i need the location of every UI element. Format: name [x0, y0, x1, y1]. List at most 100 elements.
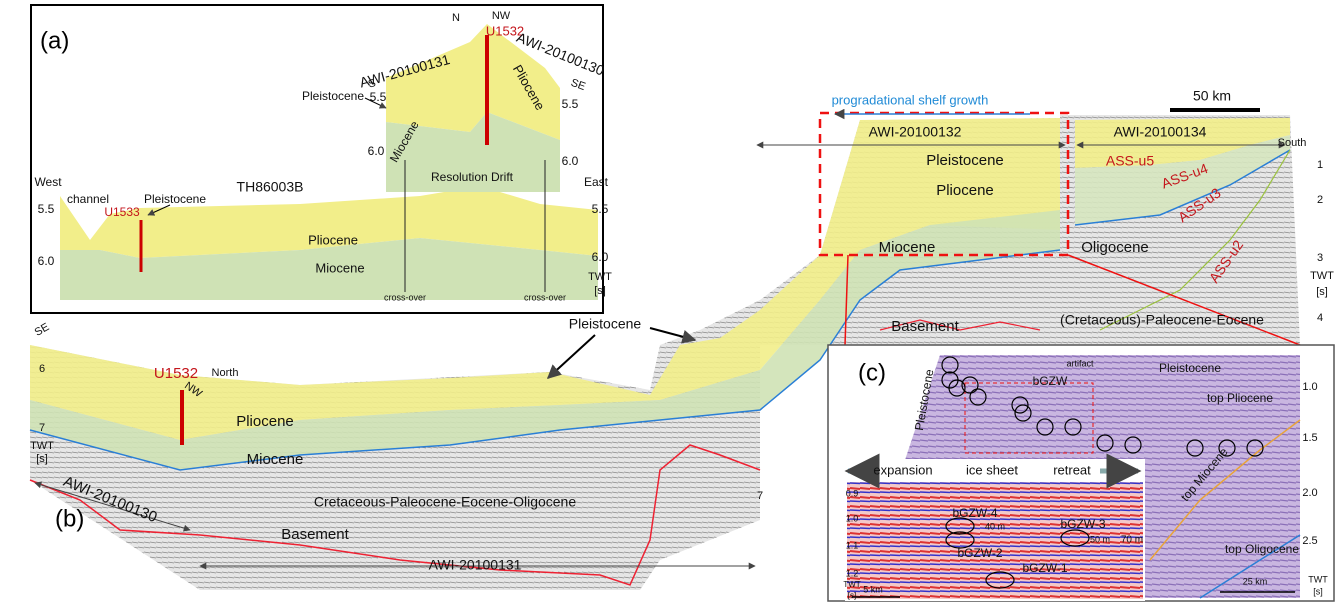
- figure-label: TWT: [843, 580, 860, 589]
- wedge-circles: [941, 356, 1264, 589]
- connector: [844, 254, 849, 346]
- figure-label: SE: [569, 77, 587, 93]
- figure-label: Miocene: [315, 260, 364, 275]
- figure-label: AWI-20100131: [429, 557, 522, 573]
- panel-label: (c): [858, 359, 886, 386]
- figure-label: bGZW-3: [1060, 517, 1105, 531]
- figure-label: retreat: [1053, 462, 1091, 477]
- figure-label: 1.0: [846, 513, 859, 523]
- figure-label: 5.5: [562, 97, 579, 111]
- wedge-circle: [1064, 418, 1082, 436]
- wedge-ellipse: [985, 571, 1015, 589]
- figure-label: Pliocene: [236, 413, 294, 430]
- figure-label: 7: [39, 422, 45, 434]
- miocene-layer: [30, 210, 1060, 470]
- figure-label: Pliocene: [308, 232, 358, 247]
- figure-label: top Oligocene: [1225, 542, 1299, 556]
- figure-label: Basement: [281, 526, 349, 543]
- figure-label: South: [1278, 137, 1307, 149]
- figure-label: Resolution Drift: [431, 170, 514, 184]
- wedge-circle: [1011, 396, 1029, 414]
- figure-label: Oligocene: [1081, 239, 1149, 256]
- wedge-circle: [1014, 404, 1032, 422]
- figure-label: East: [584, 175, 609, 189]
- figure-label: Miocene: [247, 451, 304, 468]
- figure-label: ASS-u5: [1106, 153, 1154, 169]
- figure-label: U1532: [486, 23, 524, 38]
- figure-label: 3: [1317, 252, 1323, 264]
- figure-label: Pleistocene: [302, 89, 364, 103]
- figure-label: AWI-20100134: [1114, 124, 1207, 140]
- figure-label: S: [367, 77, 377, 90]
- figure-label: Pleistocene: [569, 316, 642, 332]
- panel-c: [827, 344, 1335, 602]
- figure-label: Miocene: [879, 239, 936, 256]
- figure-label: 50 m: [1090, 534, 1110, 544]
- wedge-circle: [1186, 439, 1204, 457]
- figure-label: SE: [33, 321, 52, 339]
- wedge-circle: [1246, 439, 1264, 457]
- figure-label: U1532: [154, 365, 198, 382]
- figure-label: 50 km: [1193, 88, 1231, 104]
- wedge-circle: [941, 356, 959, 374]
- figure-label: progradational shelf growth: [832, 92, 989, 107]
- figure-label: ice sheet: [966, 462, 1018, 477]
- figure-label: 6.0: [592, 250, 609, 264]
- panel-a: [30, 4, 604, 314]
- figure-label: bGZW-4: [952, 506, 997, 520]
- figure-label: 1: [1317, 159, 1323, 171]
- figure-label: AWI-20100132: [869, 124, 962, 140]
- figure-label: TWT: [30, 440, 54, 452]
- inset-miocene: [386, 112, 560, 192]
- wedge-circle: [961, 376, 979, 394]
- focus-box: [964, 382, 1094, 454]
- wedge-circle: [948, 379, 966, 397]
- figure-label: 6.0: [368, 144, 385, 158]
- pointer: [546, 334, 596, 379]
- figure-label: 6: [39, 363, 45, 375]
- figure-label: 0.9: [846, 488, 859, 498]
- pliocene-layer: [60, 186, 598, 258]
- wedge-ellipse: [945, 517, 975, 535]
- figure-label: [s]: [594, 285, 606, 297]
- figure-label: 70 m: [1121, 535, 1143, 546]
- panel-label: (b): [55, 505, 84, 532]
- figure-label: TWT: [588, 271, 612, 283]
- sequence-line: [1099, 149, 1291, 331]
- figure-label: Pleistocene: [926, 152, 1004, 169]
- connector: [1067, 254, 1301, 346]
- figure-label: bGZW-2: [957, 546, 1002, 560]
- figure-label: cross-over: [524, 292, 566, 302]
- wedge-ellipse: [945, 531, 975, 549]
- figure-label: 25 km: [1243, 576, 1268, 586]
- figure-label: [s]: [1316, 286, 1328, 298]
- figure-label: 6.0: [38, 254, 55, 268]
- extent-arrow: [34, 481, 191, 532]
- figure-label: (Cretaceous)-Paleocene-Eocene: [1060, 312, 1264, 328]
- figure-label: 6.0: [562, 154, 579, 168]
- wedge-circle: [1124, 436, 1142, 454]
- figure-label: channel: [67, 192, 109, 206]
- figure-label: expansion: [873, 462, 932, 477]
- figure-label: [s]: [1313, 586, 1323, 596]
- figure-label: NW: [492, 10, 511, 22]
- wedge-ellipse: [1060, 529, 1090, 547]
- figure-label: West: [34, 175, 62, 189]
- figure-label: 2: [1317, 194, 1323, 206]
- figure-label: Pleistocene: [144, 192, 206, 206]
- figure-label: 1.1: [846, 540, 859, 550]
- panel-b-background: [29, 108, 1301, 590]
- wedge-circle: [1096, 434, 1114, 452]
- focus-box: [818, 111, 1070, 257]
- figure-label: bGZW: [1033, 374, 1068, 388]
- figure-label: TWT: [1308, 574, 1328, 584]
- miocene-layer: [60, 238, 598, 300]
- wedge-circle: [1218, 439, 1236, 457]
- figure-label: 1.5: [1302, 432, 1317, 444]
- figure-label: bGZW-1: [1022, 561, 1067, 575]
- figure-label: artifact: [1066, 358, 1094, 368]
- figure-label: 40 m: [985, 521, 1005, 531]
- figure-label: 5 km: [863, 584, 883, 594]
